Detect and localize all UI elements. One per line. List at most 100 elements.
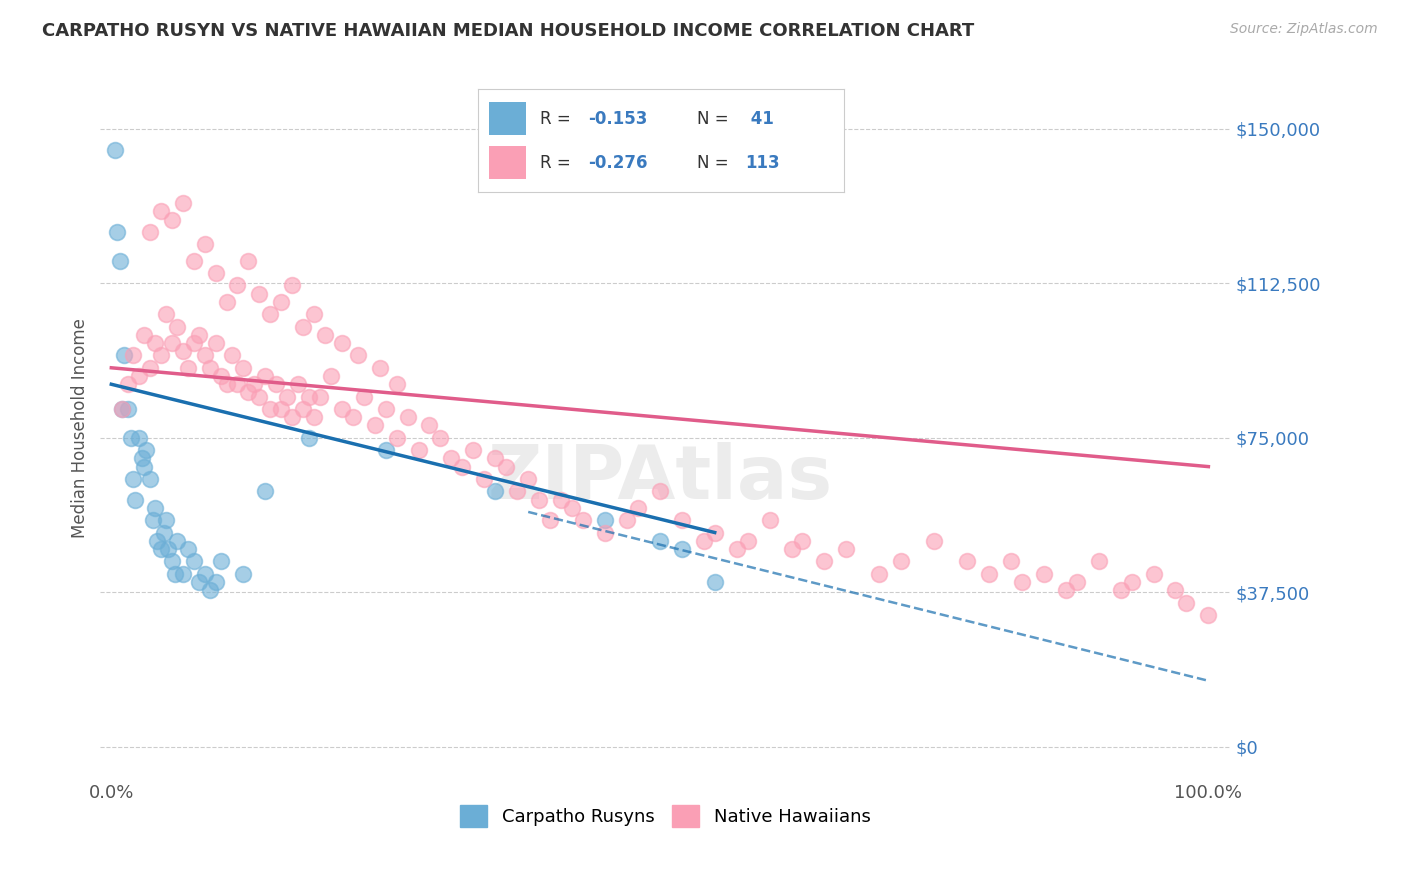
Point (648, 533, 671, 548)
Point (138, 360, 160, 375)
Point (1142, 566, 1164, 581)
Point (155, 513, 177, 527)
Y-axis label: Median Household Income: Median Household Income (72, 318, 89, 539)
Point (270, 401, 292, 416)
Point (1087, 554, 1109, 568)
Point (105, 225, 128, 239)
Point (149, 204, 172, 219)
Point (172, 566, 194, 581)
Point (1121, 574, 1143, 589)
Point (538, 513, 561, 527)
Point (330, 401, 353, 416)
Point (495, 459, 517, 474)
Point (215, 377, 238, 392)
Point (204, 336, 226, 351)
Point (194, 348, 217, 362)
Point (330, 336, 353, 351)
Text: 41: 41 (745, 110, 773, 128)
Point (292, 401, 315, 416)
Point (363, 418, 385, 433)
Point (172, 344, 194, 359)
Point (166, 533, 188, 548)
Point (292, 319, 315, 334)
Point (561, 500, 583, 515)
Point (308, 390, 330, 404)
Point (956, 554, 979, 568)
Point (342, 410, 364, 425)
Point (451, 459, 474, 474)
Point (259, 307, 281, 321)
Point (104, 143, 127, 157)
Point (253, 369, 276, 384)
Point (1011, 574, 1033, 589)
Point (111, 401, 134, 416)
Point (226, 278, 249, 293)
Point (122, 348, 145, 362)
Point (194, 566, 217, 581)
Text: CARPATHO RUSYN VS NATIVE HAWAIIAN MEDIAN HOUSEHOLD INCOME CORRELATION CHART: CARPATHO RUSYN VS NATIVE HAWAIIAN MEDIAN… (42, 22, 974, 40)
Point (166, 319, 188, 334)
Point (238, 253, 260, 268)
Point (703, 525, 725, 540)
Point (616, 513, 638, 527)
Point (232, 360, 254, 375)
Point (780, 541, 803, 556)
Point (143, 500, 166, 515)
Point (153, 525, 176, 540)
Point (1032, 566, 1054, 581)
Point (160, 212, 183, 227)
Point (484, 451, 506, 466)
Point (128, 369, 150, 384)
Point (238, 385, 260, 400)
Point (134, 327, 156, 342)
Point (385, 377, 408, 392)
Point (314, 327, 336, 342)
Point (157, 541, 180, 556)
Text: N =: N = (697, 110, 734, 128)
FancyBboxPatch shape (489, 145, 526, 179)
Text: -0.276: -0.276 (588, 154, 647, 172)
Point (177, 541, 200, 556)
Text: -0.153: -0.153 (588, 110, 647, 128)
Text: Source: ZipAtlas.com: Source: ZipAtlas.com (1230, 22, 1378, 37)
Point (890, 554, 912, 568)
Point (117, 401, 139, 416)
Point (693, 533, 716, 548)
Point (215, 294, 238, 309)
Point (671, 513, 693, 527)
Point (188, 574, 211, 589)
Point (648, 484, 671, 499)
Point (264, 377, 287, 392)
Point (1175, 595, 1198, 609)
Point (117, 377, 139, 392)
Point (758, 513, 780, 527)
Point (183, 253, 205, 268)
Point (1197, 607, 1219, 622)
Text: R =: R = (540, 110, 576, 128)
Point (1164, 583, 1187, 598)
Point (198, 360, 221, 375)
Point (1000, 554, 1022, 568)
Point (298, 390, 321, 404)
Point (396, 410, 419, 425)
Point (209, 554, 232, 568)
Point (671, 541, 693, 556)
Point (243, 377, 266, 392)
Point (163, 566, 186, 581)
Point (429, 431, 451, 445)
Point (143, 336, 166, 351)
Point (122, 472, 145, 486)
Text: ZIPAtlas: ZIPAtlas (488, 442, 832, 516)
Point (160, 554, 183, 568)
Point (868, 566, 890, 581)
Point (472, 472, 495, 486)
Point (368, 360, 391, 375)
Point (593, 525, 616, 540)
Point (108, 253, 131, 268)
Point (922, 533, 945, 548)
Point (114, 348, 136, 362)
Point (226, 377, 249, 392)
Point (1109, 583, 1132, 598)
Point (204, 574, 226, 589)
Point (134, 459, 156, 474)
